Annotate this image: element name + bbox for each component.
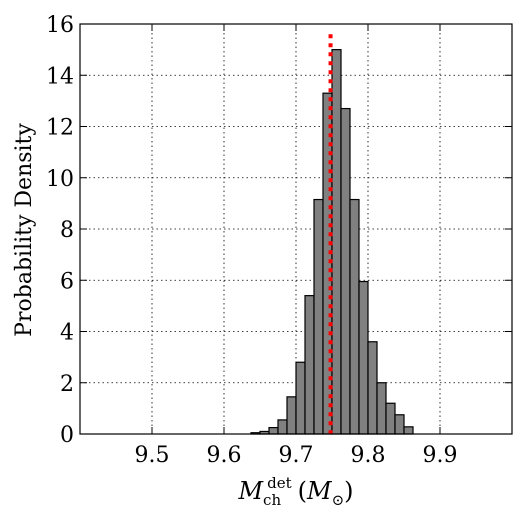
x-tick-label: 9.8 [351, 443, 386, 468]
histogram-bar [367, 341, 378, 435]
histogram-bar [394, 414, 405, 435]
x-label-unit-close: ) [344, 477, 353, 505]
x-tick-label: 9.5 [135, 443, 170, 468]
x-label-unit-subscript: ⊙ [332, 491, 345, 509]
histogram-bar [331, 49, 342, 435]
x-tick-labels: 9.5 9.6 9.7 9.8 9.9 [135, 443, 458, 468]
y-tick-label: 10 [46, 167, 74, 192]
histogram-bar [268, 426, 279, 435]
y-tick-label: 12 [46, 116, 74, 141]
y-tick-label: 8 [60, 218, 74, 243]
x-tick-label: 9.7 [279, 443, 314, 468]
y-tick-label: 2 [60, 372, 74, 397]
y-tick-label: 0 [60, 423, 74, 448]
histogram-bar [286, 396, 297, 435]
x-label-superscript: det [267, 474, 292, 492]
y-tick-label: 6 [60, 269, 74, 294]
x-tick-label: 9.9 [423, 443, 458, 468]
y-tick-label: 4 [60, 321, 74, 346]
y-tick-label: 16 [46, 13, 74, 38]
x-label-subscript: ch [263, 491, 281, 509]
y-tick-labels: 0 2 4 6 8 10 12 14 16 [46, 13, 74, 448]
histogram-bars [250, 49, 414, 435]
histogram-bar [340, 107, 351, 435]
histogram-bar [295, 361, 306, 435]
histogram-bar [385, 402, 396, 435]
x-label-symbol: M [237, 477, 264, 505]
histogram-bar [277, 419, 288, 435]
histogram-bar [304, 295, 315, 435]
y-tick-label: 14 [46, 64, 74, 89]
histogram-bar [403, 426, 414, 435]
histogram-bar [349, 198, 360, 435]
histogram-bar [376, 382, 387, 435]
y-axis-label: Probability Density [12, 123, 37, 337]
x-tick-label: 9.6 [207, 443, 242, 468]
histogram-bar [313, 198, 324, 435]
x-axis-label: Mchdet (M⊙) [237, 474, 353, 509]
axis-ticks [80, 23, 512, 435]
x-label-unit-open: ( [298, 477, 307, 505]
histogram-bar [358, 280, 369, 435]
x-label-unit-symbol: M [306, 477, 333, 505]
